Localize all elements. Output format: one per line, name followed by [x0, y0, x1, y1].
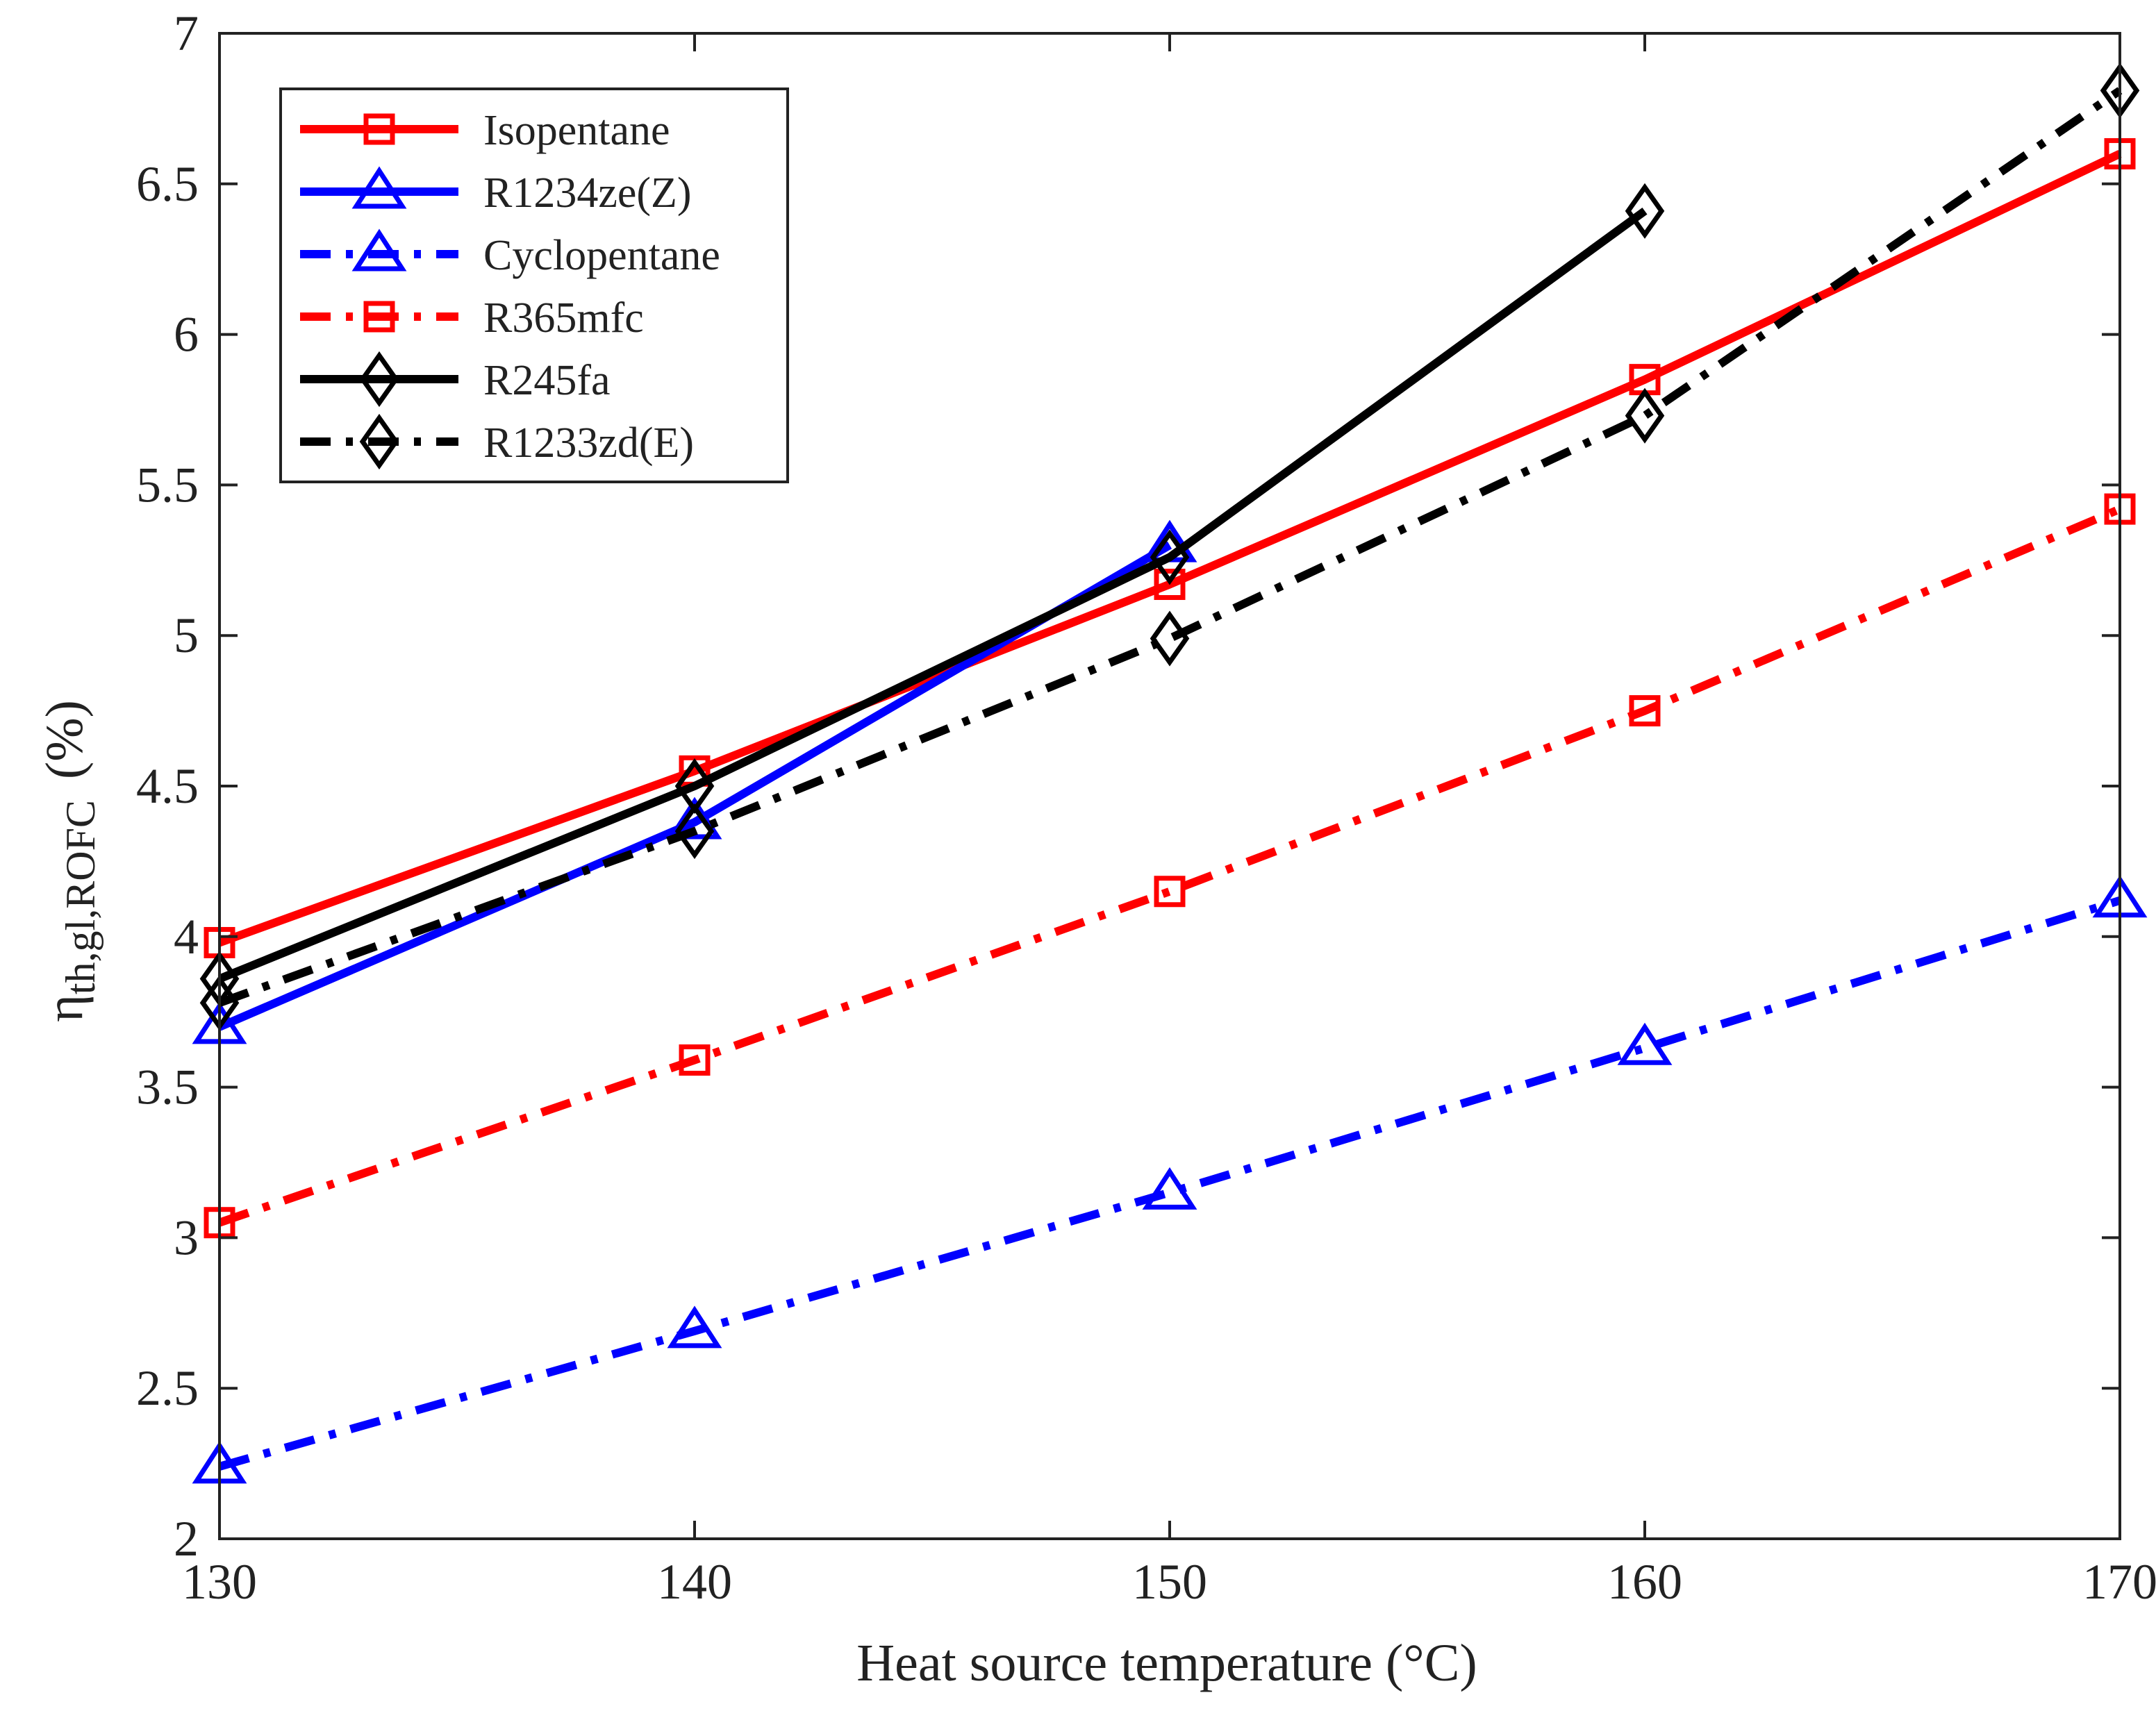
- x-tick-label: 140: [657, 1554, 732, 1610]
- data-point: [1150, 610, 1190, 667]
- y-axis-title-subscript: th,gl,ROFC: [58, 800, 103, 994]
- legend-label: R1233zd(E): [483, 419, 694, 467]
- data-point: [1625, 387, 1665, 444]
- data-point: [667, 796, 722, 840]
- axes: 130 140 150 160 170 2 2.5 3 3.5 4 4.5 5 5.5 6 6.5 7: [136, 6, 2156, 1610]
- data-point: [1150, 529, 1190, 585]
- plot-area: [192, 62, 2148, 1484]
- y-tick-label: 4.5: [136, 758, 199, 814]
- legend-label: R365mfc: [483, 294, 644, 342]
- y-tick-label: 6: [174, 307, 199, 362]
- y-tick-label: 5.5: [136, 457, 199, 512]
- y-tick-label: 6.5: [136, 156, 199, 212]
- x-tick-label: 130: [182, 1554, 257, 1610]
- y-tick-label: 4: [174, 909, 199, 965]
- legend-marker: [359, 351, 399, 408]
- legend-label: Isopentane: [483, 107, 670, 154]
- x-tick-label: 150: [1132, 1554, 1207, 1610]
- legend-item: R1234ze(Z): [300, 166, 692, 217]
- legend-item: R1233zd(E): [300, 413, 694, 470]
- y-tick-label: 7: [174, 6, 199, 61]
- data-point: [1154, 568, 1186, 600]
- data-point: [674, 803, 715, 860]
- legend-item: R365mfc: [300, 294, 644, 342]
- svg-text:ηth,gl,ROFC(%): ηth,gl,ROFC (%): [35, 700, 103, 1022]
- y-tick-label: 3.5: [136, 1060, 199, 1115]
- y-tick-label: 2.5: [136, 1360, 199, 1416]
- data-point: [679, 1044, 711, 1076]
- data-point: [1629, 695, 1661, 727]
- data-point: [1154, 876, 1186, 908]
- series-line: [218, 896, 2121, 1471]
- y-tick-label: 5: [174, 608, 199, 663]
- legend: Isopentane R1234ze(Z) Cyclopentane R365mfc R…: [279, 87, 789, 483]
- data-point: [1625, 183, 1665, 239]
- legend-item: R245fa: [300, 351, 611, 408]
- legend-marker: [363, 301, 395, 333]
- x-tick-label: 170: [2082, 1554, 2156, 1610]
- y-axis-title: ηth,gl,ROFC (%): [35, 700, 103, 1022]
- y-axis-title-main: η: [35, 994, 94, 1022]
- x-axis-title: Heat source temperature (°C): [856, 1634, 1477, 1692]
- data-point: [1142, 1167, 1197, 1210]
- y-axis-title-unit: (%): [35, 700, 94, 779]
- legend-label: Cyclopentane: [483, 232, 720, 279]
- legend-marker: [351, 166, 407, 209]
- series-line: [217, 207, 1648, 983]
- data-point: [1617, 1022, 1673, 1065]
- legend-item: Isopentane: [300, 107, 670, 154]
- legend-label: R245fa: [483, 357, 611, 404]
- legend-marker: [363, 113, 395, 145]
- x-tick-label: 160: [1607, 1554, 1682, 1610]
- legend-marker: [351, 228, 407, 272]
- series-r245fa: [199, 183, 1665, 1007]
- y-tick-label: 2: [174, 1511, 199, 1567]
- y-tick-label: 3: [174, 1210, 199, 1265]
- legend-box: [279, 87, 789, 483]
- legend-item: Cyclopentane: [300, 228, 720, 279]
- data-point: [667, 1305, 722, 1349]
- legend-label: R1234ze(Z): [483, 169, 692, 217]
- legend-marker: [359, 413, 399, 470]
